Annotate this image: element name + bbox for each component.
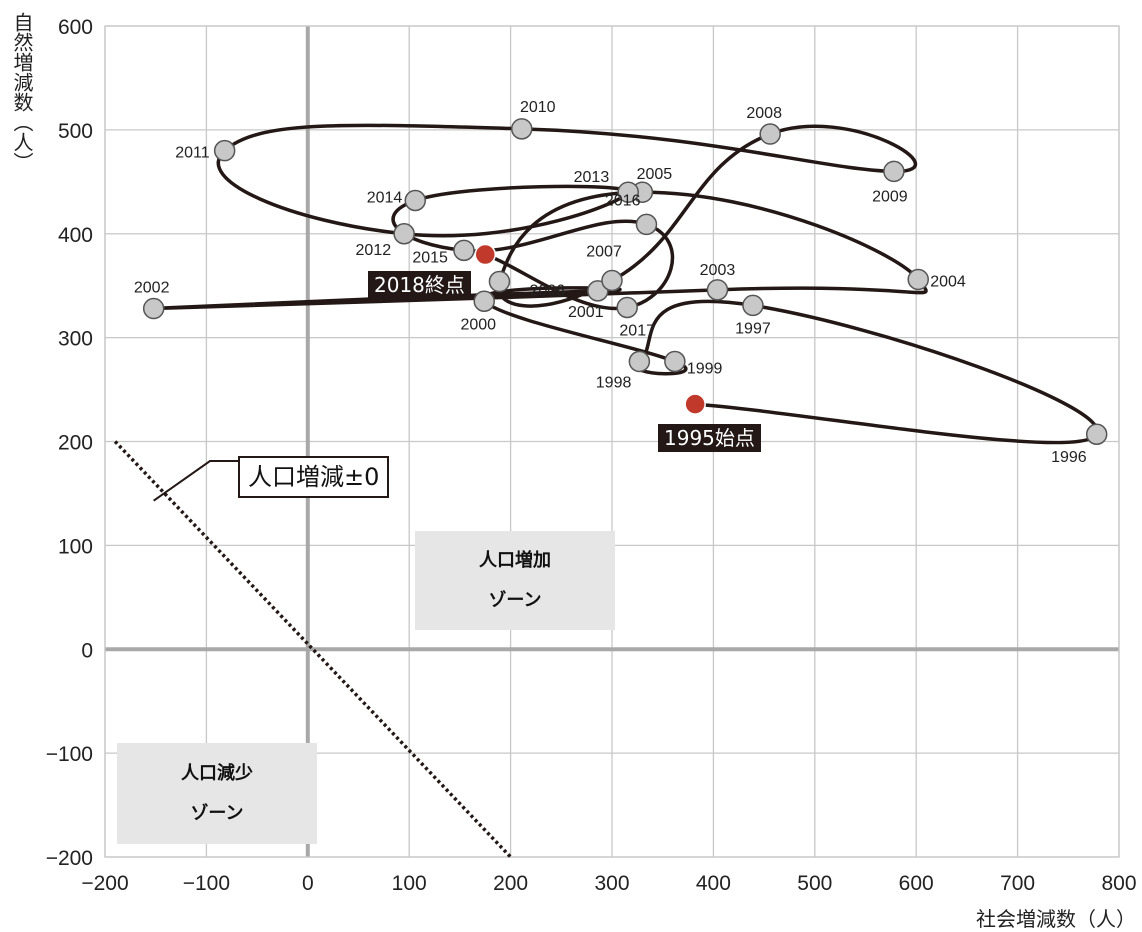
y-tick-label: 300 bbox=[58, 328, 93, 351]
x-tick-label: 0 bbox=[302, 872, 314, 895]
grid bbox=[104, 25, 1120, 858]
x-tick-label: 200 bbox=[493, 872, 528, 895]
x-tick-label: 800 bbox=[1101, 872, 1136, 895]
y-tick-label: 600 bbox=[58, 16, 93, 39]
year-label-2017: 2017 bbox=[619, 323, 655, 340]
point-2004 bbox=[907, 268, 929, 291]
point-2013 bbox=[617, 181, 639, 203]
x-tick-label: 100 bbox=[392, 872, 427, 895]
end-label: 2018終点 bbox=[368, 271, 471, 299]
point-1997 bbox=[742, 294, 764, 317]
year-label-2004: 2004 bbox=[930, 273, 966, 290]
year-label-2003: 2003 bbox=[700, 262, 736, 279]
x-axis-title: 社会増減数（人） bbox=[976, 907, 1136, 931]
year-labels: 1996 1997 1998 1999 2000 2001 2002 2003 2004 2005… bbox=[134, 99, 1087, 466]
zone-increase-sub: ゾーン bbox=[488, 589, 542, 611]
x-tick-label: −200 bbox=[81, 872, 128, 895]
point-2003 bbox=[706, 279, 729, 301]
year-label-2012: 2012 bbox=[356, 242, 392, 259]
plot-border bbox=[104, 25, 1120, 858]
y-tick-label: 200 bbox=[58, 432, 93, 455]
year-label-2016: 2016 bbox=[605, 192, 641, 209]
year-label-2001: 2001 bbox=[568, 304, 604, 321]
point-2012 bbox=[393, 223, 415, 245]
y-tick-label: 0 bbox=[81, 639, 93, 662]
callout-leader bbox=[153, 460, 238, 502]
point-1996 bbox=[1085, 423, 1108, 445]
x-tick-label: 500 bbox=[797, 872, 832, 895]
point-1999 bbox=[664, 350, 686, 373]
y-tick-label: 400 bbox=[58, 224, 93, 247]
zone-decrease: 人口減少 ゾーン bbox=[117, 743, 317, 844]
zone-increase-name: 人口増加 bbox=[479, 549, 551, 571]
data-points bbox=[142, 118, 1108, 445]
point-2008 bbox=[759, 123, 781, 145]
point-2007 bbox=[601, 269, 623, 292]
point-1998 bbox=[628, 350, 651, 373]
year-label-1999: 1999 bbox=[687, 361, 723, 378]
point-2006 bbox=[488, 270, 511, 293]
trajectory-line bbox=[149, 123, 1100, 445]
year-label-2000: 2000 bbox=[460, 316, 496, 333]
point-2018 bbox=[474, 243, 496, 266]
point-2015 bbox=[453, 239, 475, 262]
x-tick-label: 600 bbox=[899, 872, 934, 895]
year-label-1997: 1997 bbox=[735, 320, 771, 337]
y-tick-label: −100 bbox=[46, 743, 93, 766]
y-tick-label: 500 bbox=[58, 120, 93, 143]
start-label: 1995始点 bbox=[658, 424, 761, 452]
year-label-2014: 2014 bbox=[367, 190, 403, 207]
year-label-2009: 2009 bbox=[872, 188, 908, 205]
trajectory-path bbox=[149, 123, 1100, 445]
point-2011 bbox=[213, 139, 236, 162]
zone-increase: 人口増加 ゾーン bbox=[415, 531, 615, 630]
y-tick-label: −200 bbox=[46, 847, 93, 870]
year-label-2015: 2015 bbox=[412, 249, 448, 266]
zone-decrease-sub: ゾーン bbox=[190, 802, 244, 824]
year-label-2010: 2010 bbox=[520, 99, 556, 116]
point-2009 bbox=[883, 160, 905, 183]
point-1995 bbox=[684, 393, 706, 415]
year-label-2011: 2011 bbox=[175, 145, 210, 162]
x-tick-label: 300 bbox=[594, 872, 629, 895]
year-label-2002: 2002 bbox=[134, 280, 170, 297]
point-2016 bbox=[635, 213, 658, 236]
point-2010 bbox=[511, 118, 533, 140]
year-label-2007: 2007 bbox=[586, 243, 622, 260]
point-2014 bbox=[404, 189, 427, 212]
zero-line-callout: 人口増減±0 bbox=[238, 456, 390, 498]
year-label-1998: 1998 bbox=[596, 375, 632, 392]
point-2017 bbox=[616, 296, 638, 319]
year-label-2006: 2006 bbox=[529, 283, 565, 300]
year-label-1996: 1996 bbox=[1051, 449, 1087, 466]
year-label-2013: 2013 bbox=[574, 169, 610, 186]
year-label-2008: 2008 bbox=[746, 105, 782, 122]
x-tick-label: 700 bbox=[1000, 872, 1035, 895]
reference-line bbox=[113, 440, 512, 859]
x-tick-label: −100 bbox=[183, 872, 230, 895]
point-2000 bbox=[473, 290, 495, 313]
point-2002 bbox=[142, 297, 165, 320]
zone-decrease-name: 人口減少 bbox=[181, 762, 253, 784]
y-tick-labels: 600 500 400 300 200 100 0 −100 −200 bbox=[46, 16, 93, 870]
x-tick-label: 400 bbox=[696, 872, 731, 895]
year-label-2005: 2005 bbox=[637, 166, 673, 183]
y-tick-label: 100 bbox=[58, 535, 93, 558]
x-tick-labels: −200 −100 0 100 200 300 400 500 600 700 800 bbox=[81, 872, 1136, 895]
y-axis-title: 自然増減数（人） bbox=[10, 12, 34, 172]
